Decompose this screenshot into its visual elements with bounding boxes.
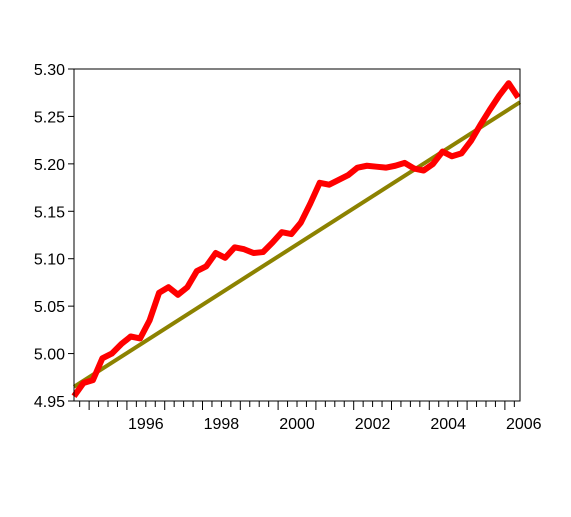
y-tick-label: 4.95 — [34, 394, 65, 411]
x-tick-label: 2006 — [506, 416, 542, 433]
x-axis: 1996 1998 2000 2002 2004 2006 — [79, 401, 542, 433]
y-axis: 4.95 5.00 5.05 5.10 5.15 5.20 5.25 5.30 — [34, 62, 74, 411]
plot-area-frame — [73, 68, 521, 402]
x-tick-label: 2004 — [430, 416, 466, 433]
series-line-trend — [72, 100, 522, 389]
series-line-red — [71, 80, 521, 398]
x-tick-label: 1998 — [204, 416, 240, 433]
y-tick-label: 5.25 — [34, 109, 65, 126]
x-tick-label: 2002 — [355, 416, 391, 433]
x-tick-label: 1996 — [128, 416, 164, 433]
y-tick-label: 5.05 — [34, 299, 65, 316]
y-tick-label: 5.00 — [34, 347, 65, 364]
plot-lines — [71, 80, 522, 398]
x-tick-label: 2000 — [279, 416, 315, 433]
y-tick-label: 5.10 — [34, 252, 65, 269]
y-tick-label: 5.15 — [34, 204, 65, 221]
y-tick-label: 5.20 — [34, 157, 65, 174]
y-tick-label: 5.30 — [34, 62, 65, 79]
